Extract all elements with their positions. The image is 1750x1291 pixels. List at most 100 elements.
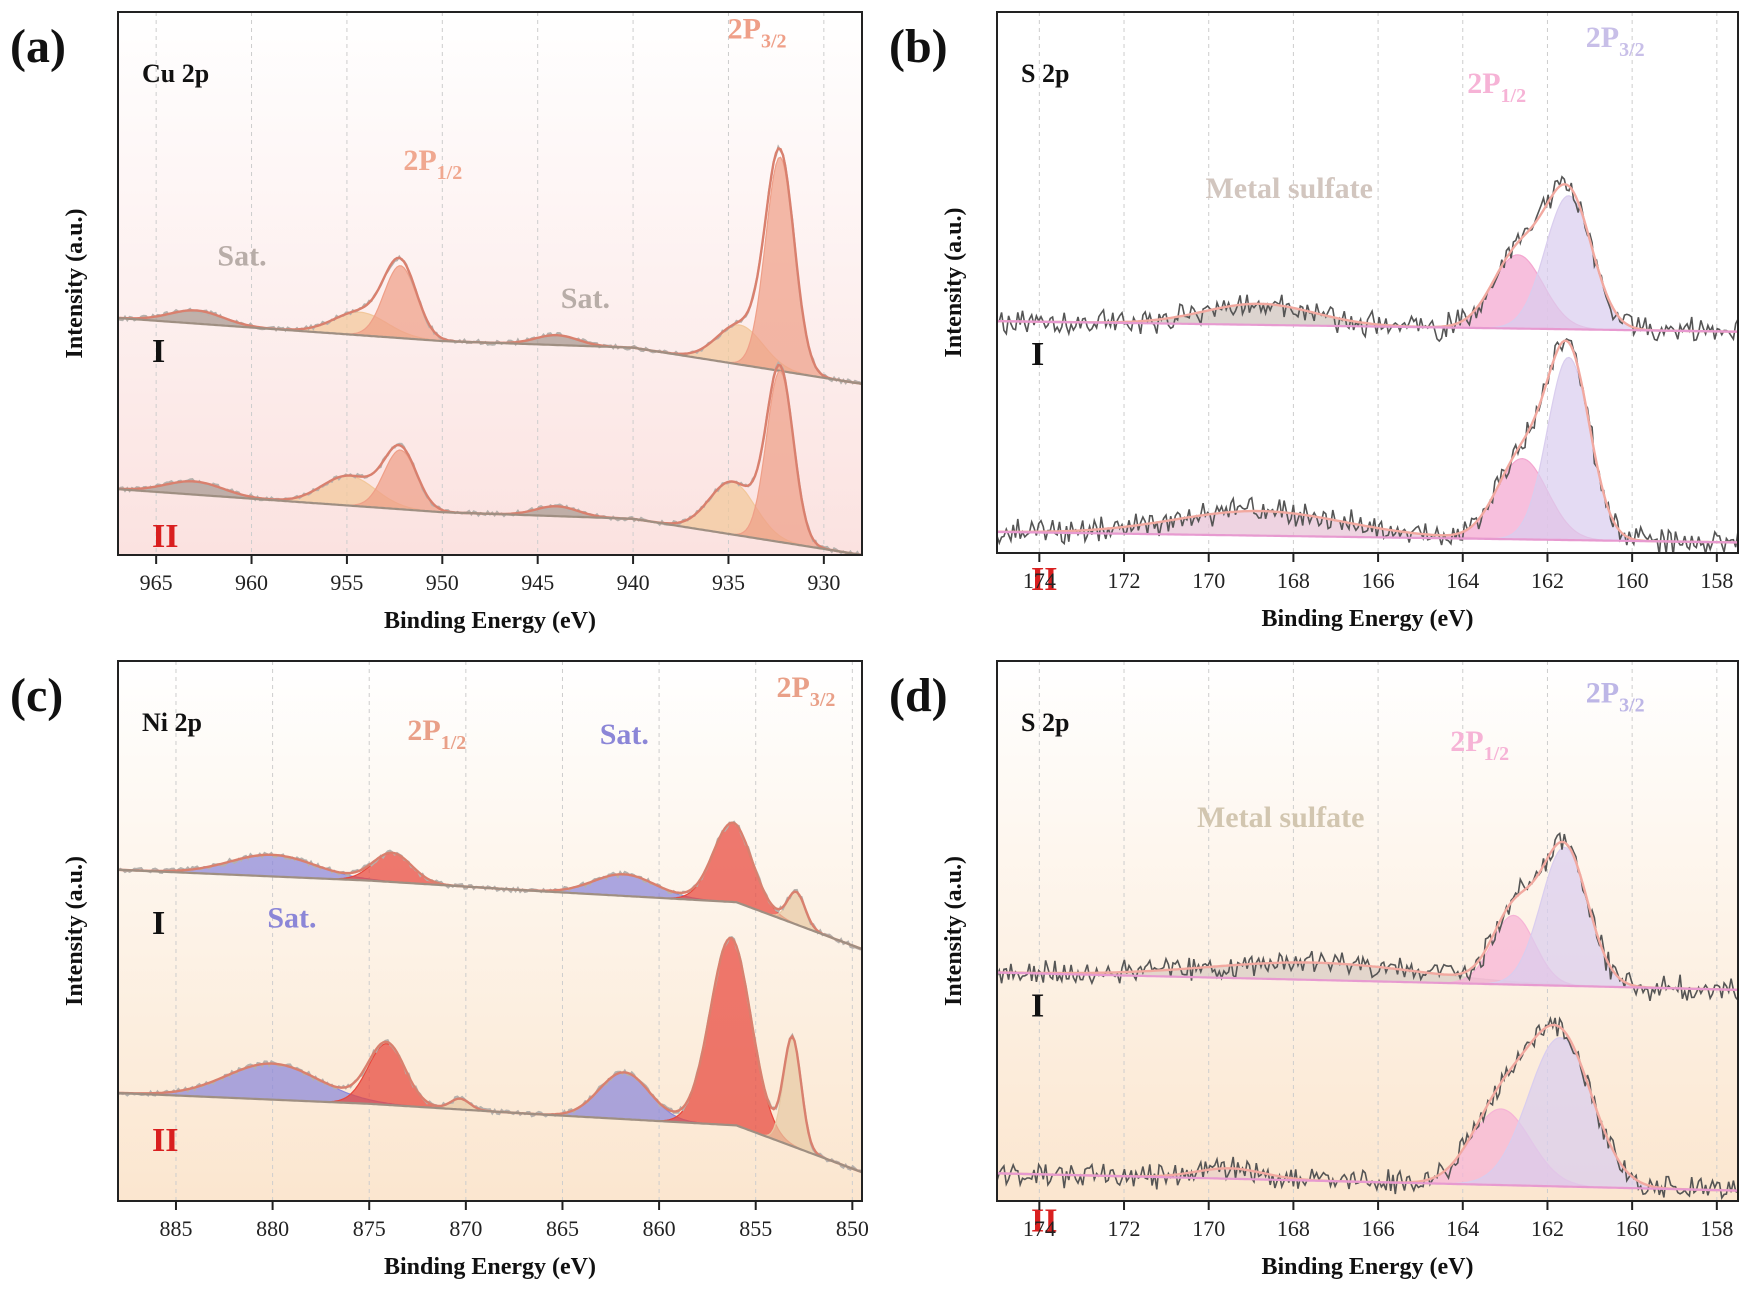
spectrum-II <box>997 1015 1738 1201</box>
x-tick-label: 885 <box>159 1216 192 1241</box>
background-line <box>118 488 862 555</box>
fit-envelope-line <box>997 840 1738 991</box>
x-tick-label: 935 <box>712 570 745 595</box>
x-tick-label: 855 <box>739 1216 772 1241</box>
background-line <box>118 317 862 385</box>
background-line <box>118 868 862 951</box>
plot-frame <box>996 660 1739 1202</box>
plot-frame <box>117 11 863 556</box>
spectrum-I <box>997 175 1738 343</box>
panel-letter: (d) <box>889 669 948 722</box>
sample-label-I: I <box>1031 988 1044 1025</box>
x-tick-label: 172 <box>1108 1216 1141 1241</box>
spectrum-I <box>118 144 862 386</box>
x-tick-label: 865 <box>546 1216 579 1241</box>
x-tick-label: 950 <box>426 570 459 595</box>
peak-annotation: Sat. <box>267 901 316 934</box>
sample-label-I: I <box>152 333 165 370</box>
peak-annotation: Sat. <box>600 718 649 751</box>
x-tick-label: 162 <box>1531 1216 1564 1241</box>
x-tick-label: 174 <box>1023 568 1056 593</box>
plot-background <box>997 12 1738 553</box>
plot-frame <box>117 660 863 1202</box>
x-tick-label: 170 <box>1192 568 1225 593</box>
x-tick-label: 870 <box>449 1216 482 1241</box>
x-tick-label: 166 <box>1362 568 1395 593</box>
sample-label-I: I <box>152 905 165 942</box>
peak-annotation: Sat. <box>217 239 266 272</box>
gridlines <box>1038 12 1718 553</box>
background-line <box>997 530 1738 544</box>
element-label: S 2p <box>1021 708 1069 737</box>
background-line <box>997 320 1738 333</box>
fit-envelope-line <box>997 339 1738 544</box>
raw-data-line <box>997 1015 1738 1201</box>
x-tick-label: 166 <box>1362 1216 1395 1241</box>
x-tick-label: 168 <box>1277 568 1310 593</box>
sample-label-II: II <box>1031 1202 1057 1239</box>
x-tick-label: 930 <box>807 570 840 595</box>
x-tick-label: 158 <box>1700 568 1733 593</box>
x-tick-label: 945 <box>521 570 554 595</box>
y-axis-title: Intensity (a.u.) <box>62 856 88 1006</box>
sample-label-II: II <box>152 1122 178 1159</box>
plot-area <box>997 175 1738 553</box>
plot-area <box>997 831 1738 1201</box>
element-label: Cu 2p <box>142 59 209 88</box>
sample-label-II: II <box>152 518 178 555</box>
element-label: Ni 2p <box>142 708 202 737</box>
panel-letter: (c) <box>10 669 63 722</box>
x-tick-label: 960 <box>235 570 268 595</box>
x-tick-label: 965 <box>140 570 173 595</box>
raw-data-line <box>997 831 1738 1002</box>
background-line <box>997 1172 1738 1192</box>
peak-annotation: Sat. <box>561 282 610 315</box>
spectrum-II <box>997 337 1738 553</box>
spectrum-II <box>118 936 862 1174</box>
x-tick-label: 168 <box>1277 1216 1310 1241</box>
sample-label-II: II <box>1031 561 1057 598</box>
x-axis-title: Binding Energy (eV) <box>1261 606 1473 632</box>
y-axis-title: Intensity (a.u.) <box>941 207 967 357</box>
x-axis-title: Binding Energy (eV) <box>384 1254 596 1280</box>
raw-data-line <box>997 175 1738 343</box>
x-tick-label: 875 <box>353 1216 386 1241</box>
x-axis-title: Binding Energy (eV) <box>1261 1254 1473 1280</box>
panel-letter: (b) <box>889 20 948 73</box>
plot-background <box>997 661 1738 1201</box>
panel-letter: (a) <box>10 20 66 73</box>
x-tick-label: 955 <box>330 570 363 595</box>
sample-label-I: I <box>1031 336 1044 373</box>
plot-frame <box>996 11 1739 554</box>
x-tick-label: 164 <box>1446 1216 1479 1241</box>
background-line <box>997 971 1738 991</box>
spectrum-I <box>997 831 1738 1002</box>
x-tick-label: 160 <box>1616 568 1649 593</box>
x-tick-label: 860 <box>643 1216 676 1241</box>
x-tick-label: 940 <box>617 570 650 595</box>
peak-annotation: Metal sulfate <box>1205 172 1372 205</box>
x-tick-label: 170 <box>1192 1216 1225 1241</box>
plot-background <box>118 12 862 555</box>
gridlines <box>155 12 825 555</box>
x-tick-label: 174 <box>1023 1216 1056 1241</box>
element-label: S 2p <box>1021 59 1069 88</box>
x-tick-label: 850 <box>836 1216 869 1241</box>
x-tick-label: 880 <box>256 1216 289 1241</box>
y-axis-title: Intensity (a.u.) <box>62 208 88 358</box>
x-tick-label: 158 <box>1700 1216 1733 1241</box>
y-axis-title: Intensity (a.u.) <box>941 856 967 1006</box>
spectrum-I <box>118 820 862 951</box>
plot-area <box>118 144 862 555</box>
x-axis-title: Binding Energy (eV) <box>384 608 596 634</box>
peak-annotation: Metal sulfate <box>1197 801 1364 834</box>
x-tick-label: 160 <box>1616 1216 1649 1241</box>
x-tick-label: 172 <box>1108 568 1141 593</box>
x-tick-label: 164 <box>1446 568 1479 593</box>
x-tick-label: 162 <box>1531 568 1564 593</box>
